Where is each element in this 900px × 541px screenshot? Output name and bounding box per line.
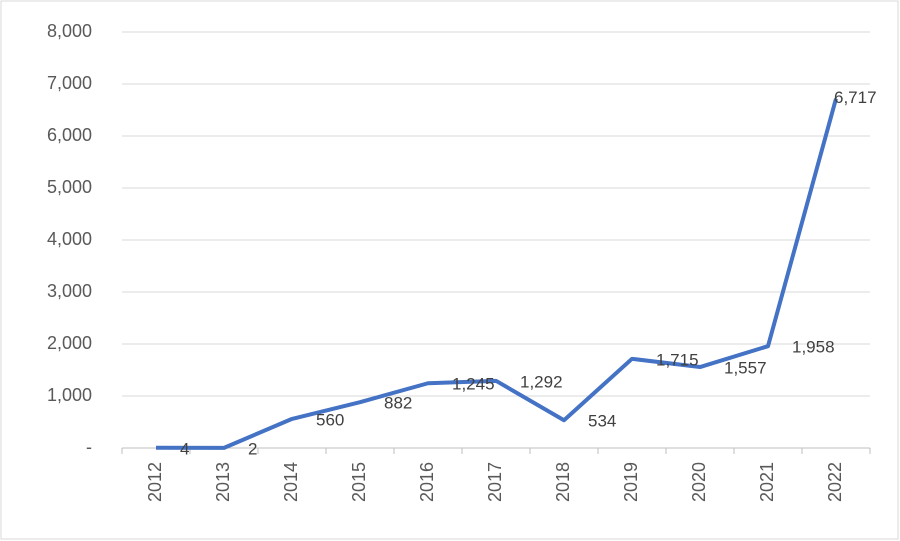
x-tick-label: 2020 [689, 462, 709, 502]
value-label: 560 [316, 410, 344, 429]
x-tick-label: 2021 [757, 462, 777, 502]
value-label: 1,557 [724, 359, 767, 378]
value-label: 1,292 [520, 372, 563, 391]
value-label: 882 [384, 394, 412, 413]
value-label: 1,715 [656, 350, 699, 369]
x-tick-label: 2012 [145, 462, 165, 502]
x-tick-label: 2019 [621, 462, 641, 502]
value-label: 4 [180, 439, 189, 458]
y-tick-label: 5,000 [47, 177, 92, 197]
y-tick-label: 1,000 [47, 385, 92, 405]
x-tick-label: 2015 [349, 462, 369, 502]
y-tick-label: 7,000 [47, 73, 92, 93]
x-tick-label: 2017 [485, 462, 505, 502]
y-tick-label: 6,000 [47, 125, 92, 145]
y-tick-label: 8,000 [47, 21, 92, 41]
value-label: 6,717 [834, 88, 877, 107]
value-label: 2 [248, 439, 257, 458]
value-label: 1,245 [452, 375, 495, 394]
x-tick-label: 2014 [281, 462, 301, 502]
x-tick-label: 2013 [213, 462, 233, 502]
x-tick-label: 2018 [553, 462, 573, 502]
x-tick-label: 2022 [825, 462, 845, 502]
x-tick-label: 2016 [417, 462, 437, 502]
y-tick-label: 2,000 [47, 333, 92, 353]
line [155, 98, 838, 450]
y-tick-label: 3,000 [47, 281, 92, 301]
y-tick-label: - [86, 437, 92, 457]
value-label: 534 [588, 412, 616, 431]
value-label: 1,958 [792, 338, 835, 357]
y-tick-label: 4,000 [47, 229, 92, 249]
